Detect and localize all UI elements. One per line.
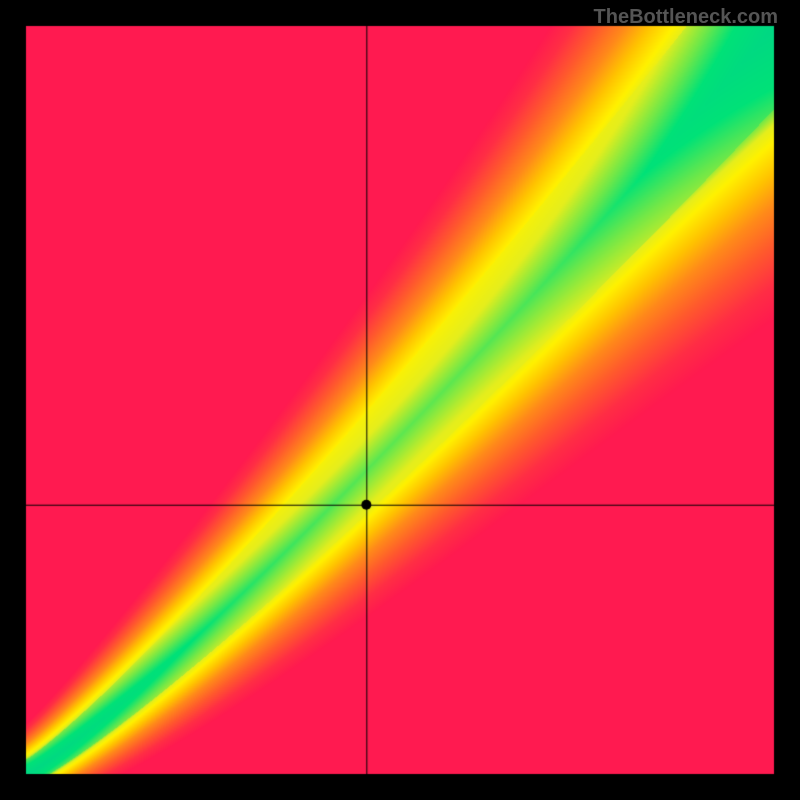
watermark-text: TheBottleneck.com [594,6,778,29]
heatmap-canvas [0,0,800,800]
chart-container: TheBottleneck.com [0,0,800,800]
